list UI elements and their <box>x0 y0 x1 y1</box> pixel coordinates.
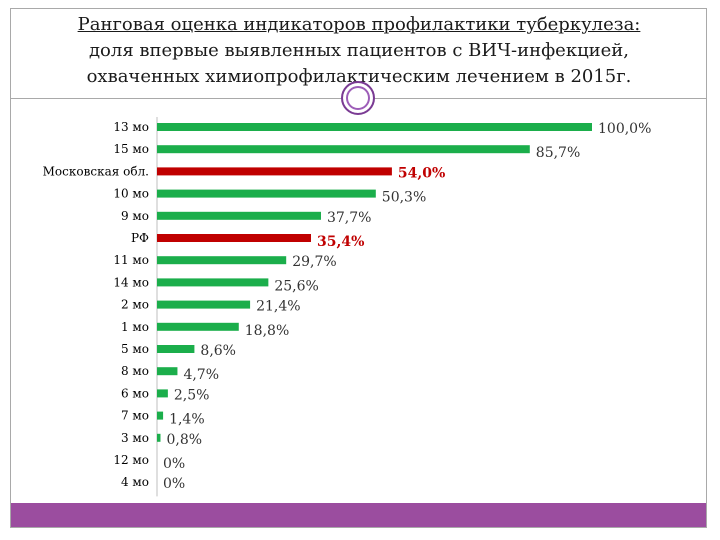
value-label: 4,7% <box>183 367 219 383</box>
footer-bar <box>11 503 706 527</box>
category-label: 1 мо <box>121 320 149 334</box>
decorative-circle-icon <box>341 81 375 115</box>
bar-14 <box>157 411 164 420</box>
category-label: 12 мо <box>113 453 149 467</box>
category-label: 4 мо <box>121 475 149 489</box>
bar-9 <box>157 300 251 309</box>
bar-13 <box>157 389 168 398</box>
bar-3 <box>157 167 392 176</box>
value-label: 54,0% <box>398 165 445 181</box>
value-label: 50,3% <box>382 190 426 206</box>
category-label: 3 мо <box>121 431 149 445</box>
category-label: 11 мо <box>113 253 149 267</box>
bar-7 <box>157 256 287 265</box>
category-label: 15 мо <box>113 142 149 156</box>
bar-6 <box>157 234 311 242</box>
value-label: 35,4% <box>317 234 364 250</box>
category-label: 2 мо <box>121 298 149 312</box>
category-label: 8 мо <box>121 364 149 378</box>
value-label: 18,8% <box>245 323 289 339</box>
value-label: 2,5% <box>174 387 210 403</box>
category-label: 7 мо <box>121 409 149 423</box>
value-label: 37,7% <box>327 210 371 226</box>
value-label: 0,8% <box>166 432 202 448</box>
category-label: 14 мо <box>113 275 149 289</box>
bar-1 <box>157 123 592 131</box>
bar-5 <box>157 211 321 220</box>
category-label: 6 мо <box>121 386 149 400</box>
value-label: 1,4% <box>169 412 205 428</box>
value-label: 29,7% <box>292 254 336 270</box>
title-line-3: охваченных химиопрофилактическим лечение… <box>86 66 632 87</box>
category-label: 10 мо <box>113 187 149 201</box>
value-label: 0% <box>163 476 185 492</box>
bar-8 <box>157 278 269 287</box>
value-label: 100,0% <box>598 121 651 137</box>
title-line-1: Ранговая оценка индикаторов профилактики… <box>77 14 641 35</box>
value-label: 85,7% <box>536 145 580 161</box>
category-label: 5 мо <box>121 342 149 356</box>
category-label: 9 мо <box>121 209 149 223</box>
slide-frame <box>10 8 707 528</box>
value-label: 21,4% <box>256 299 300 315</box>
category-label: РФ <box>131 231 149 245</box>
bar-15 <box>157 433 161 442</box>
bar-10 <box>157 322 239 331</box>
bar-11 <box>157 345 195 353</box>
bar-12 <box>157 367 178 376</box>
chart-title: Ранговая оценка индикаторов профилактики… <box>14 12 704 90</box>
value-label: 8,6% <box>200 343 236 359</box>
category-label: Московская обл. <box>43 164 149 178</box>
bar-4 <box>157 189 376 198</box>
bars-group: 13 мо 100,0% 15 мо 85,7% Московская обл. 54,0… <box>43 120 652 492</box>
value-label: 25,6% <box>274 278 318 294</box>
category-label: 13 мо <box>113 120 149 134</box>
title-line-2: доля впервые выявленных пациентов с ВИЧ-… <box>88 40 630 61</box>
value-label: 0% <box>163 456 185 472</box>
bar-2 <box>157 145 530 154</box>
